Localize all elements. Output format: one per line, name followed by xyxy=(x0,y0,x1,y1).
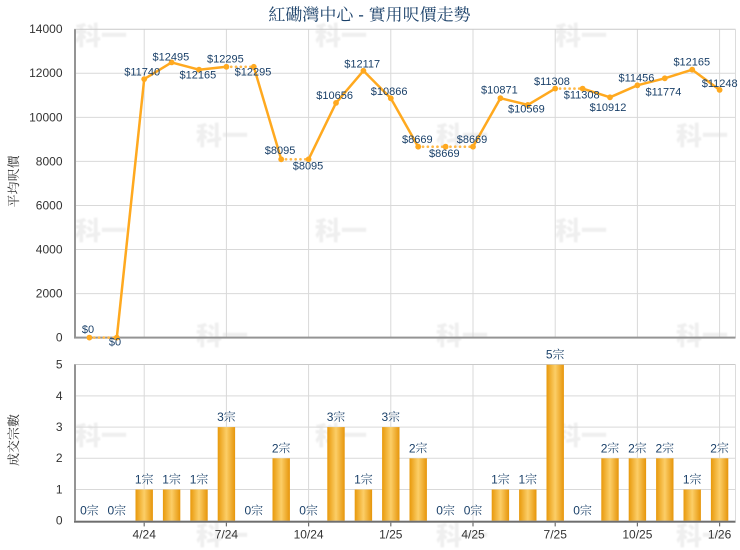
svg-text:7/24: 7/24 xyxy=(215,528,239,542)
svg-text:1/26: 1/26 xyxy=(708,528,732,542)
svg-text:3: 3 xyxy=(382,410,389,424)
svg-text:2: 2 xyxy=(710,441,717,455)
svg-text:$12117: $12117 xyxy=(344,59,380,71)
svg-text:$10656: $10656 xyxy=(316,90,353,102)
svg-text:$12165: $12165 xyxy=(180,70,217,82)
svg-text:10/24: 10/24 xyxy=(294,528,324,542)
svg-text:$11456: $11456 xyxy=(618,73,654,85)
svg-text:1: 1 xyxy=(683,473,690,487)
svg-text:5: 5 xyxy=(56,358,63,372)
svg-text:$11774: $11774 xyxy=(645,87,681,99)
svg-text:0: 0 xyxy=(56,331,63,345)
svg-text:$0: $0 xyxy=(82,324,94,336)
svg-text:$8669: $8669 xyxy=(457,134,488,146)
svg-text:$12165: $12165 xyxy=(673,56,710,68)
svg-text:$10569: $10569 xyxy=(508,104,545,116)
svg-text:$10866: $10866 xyxy=(371,86,408,98)
svg-text:4/24: 4/24 xyxy=(133,528,157,542)
svg-text:$0: $0 xyxy=(109,337,121,349)
svg-text:6000: 6000 xyxy=(36,198,63,212)
svg-text:2: 2 xyxy=(56,451,63,465)
svg-text:1: 1 xyxy=(135,473,142,487)
svg-text:-: - xyxy=(358,6,364,25)
svg-text:$8669: $8669 xyxy=(429,148,460,160)
svg-text:3: 3 xyxy=(217,410,224,424)
svg-text:0: 0 xyxy=(299,504,306,518)
svg-text:1: 1 xyxy=(56,482,63,496)
svg-text:1/25: 1/25 xyxy=(379,528,403,542)
svg-text:0: 0 xyxy=(56,514,63,528)
svg-text:14000: 14000 xyxy=(29,22,63,36)
svg-text:5: 5 xyxy=(546,348,553,362)
svg-text:3: 3 xyxy=(327,410,334,424)
svg-text:4: 4 xyxy=(56,389,63,403)
svg-text:1: 1 xyxy=(190,473,197,487)
svg-text:10000: 10000 xyxy=(29,110,63,124)
svg-text:$12495: $12495 xyxy=(153,51,190,63)
svg-text:3: 3 xyxy=(56,420,63,434)
svg-text:1: 1 xyxy=(354,473,361,487)
svg-text:$10912: $10912 xyxy=(590,102,627,114)
svg-text:0: 0 xyxy=(108,504,115,518)
svg-text:12000: 12000 xyxy=(29,66,63,80)
svg-text:$11248: $11248 xyxy=(702,78,738,90)
svg-text:$8095: $8095 xyxy=(265,145,296,157)
svg-text:1: 1 xyxy=(162,473,169,487)
svg-text:2: 2 xyxy=(656,441,663,455)
svg-text:2: 2 xyxy=(628,441,635,455)
svg-text:$10871: $10871 xyxy=(481,85,518,97)
svg-text:1: 1 xyxy=(519,473,526,487)
svg-text:2: 2 xyxy=(272,441,279,455)
svg-text:$11740: $11740 xyxy=(124,66,160,78)
svg-text:0: 0 xyxy=(464,504,471,518)
svg-text:1: 1 xyxy=(491,473,498,487)
svg-text:$12295: $12295 xyxy=(207,54,244,66)
svg-text:7/25: 7/25 xyxy=(544,528,568,542)
svg-text:$11308: $11308 xyxy=(534,76,570,88)
svg-text:$8095: $8095 xyxy=(293,161,324,173)
svg-text:0: 0 xyxy=(80,504,87,518)
svg-text:$12295: $12295 xyxy=(235,66,272,78)
svg-text:0: 0 xyxy=(436,504,443,518)
svg-text:4/25: 4/25 xyxy=(461,528,485,542)
svg-text:4000: 4000 xyxy=(36,242,63,256)
svg-text:2000: 2000 xyxy=(36,287,63,301)
svg-text:2: 2 xyxy=(601,441,608,455)
svg-text:2: 2 xyxy=(409,441,416,455)
svg-text:$11308: $11308 xyxy=(564,89,600,101)
svg-text:0: 0 xyxy=(573,504,580,518)
svg-text:0: 0 xyxy=(245,504,252,518)
svg-text:10/25: 10/25 xyxy=(622,528,652,542)
svg-text:8000: 8000 xyxy=(36,154,63,168)
svg-text:$8669: $8669 xyxy=(402,134,433,146)
